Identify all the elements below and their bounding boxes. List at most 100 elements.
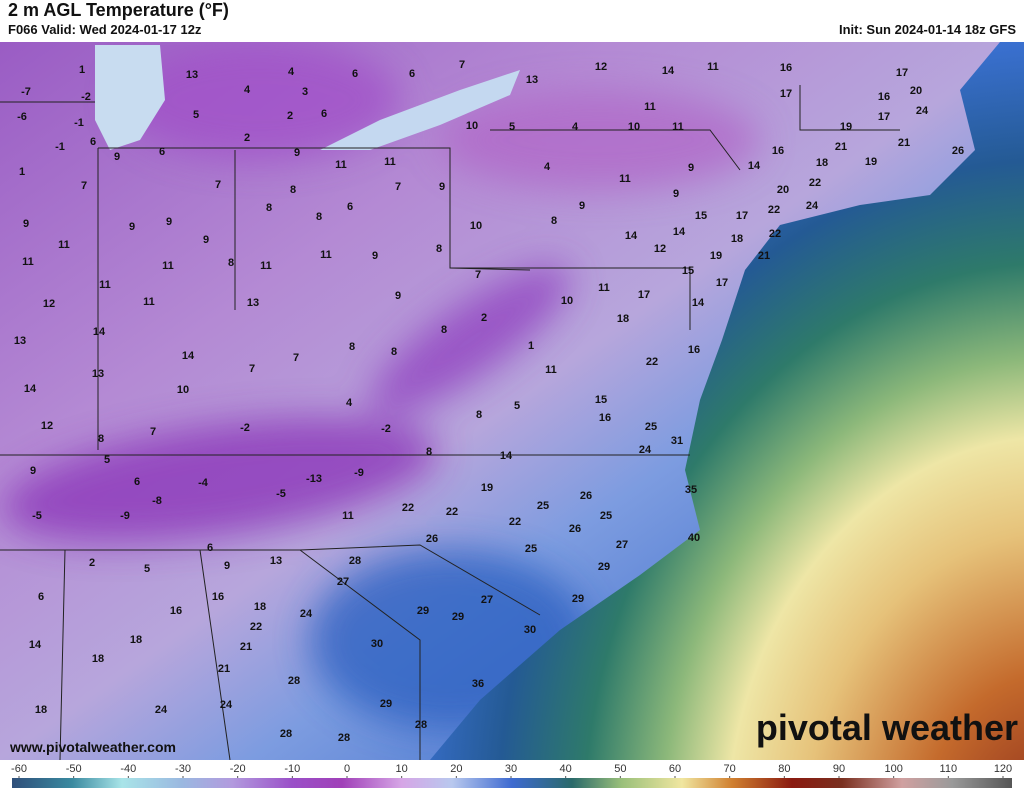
temperature-label: 29	[598, 561, 610, 573]
legend-tick-label: 40	[560, 763, 572, 775]
temperature-label: 24	[639, 444, 652, 456]
title: 2 m AGL Temperature (°F)	[8, 0, 229, 20]
temperature-label: 18	[92, 653, 104, 665]
temperature-label: 22	[768, 204, 780, 216]
temperature-label: 22	[402, 502, 414, 514]
legend-tick-label: 80	[778, 763, 790, 775]
temperature-label: 13	[270, 555, 282, 567]
temperature-label: 8	[476, 409, 482, 421]
temperature-label: 26	[569, 523, 581, 535]
temperature-label: -9	[120, 510, 130, 522]
temperature-label: 29	[380, 698, 392, 710]
temperature-label: 8	[436, 243, 442, 255]
temperature-label: 8	[349, 341, 355, 353]
temperature-label: 16	[688, 344, 700, 356]
temperature-label: 18	[816, 157, 828, 169]
temperature-label: -4	[198, 477, 209, 489]
temperature-label: -1	[74, 117, 84, 129]
temperature-label: 21	[240, 641, 252, 653]
temperature-label: 11	[58, 239, 70, 251]
temperature-label: 6	[159, 146, 165, 158]
temperature-label: 19	[865, 156, 877, 168]
temperature-label: 17	[736, 210, 748, 222]
colorbar	[12, 778, 1012, 788]
temperature-label: -2	[240, 422, 250, 434]
temperature-label: 6	[134, 476, 140, 488]
temperature-label: 1	[19, 166, 25, 178]
temperature-label: 36	[472, 678, 484, 690]
temperature-label: 5	[144, 563, 150, 575]
temperature-label: 30	[371, 638, 383, 650]
temperature-label: 17	[638, 289, 650, 301]
temperature-label: 9	[439, 181, 445, 193]
temperature-label: 28	[415, 719, 427, 731]
temperature-label: 13	[526, 74, 538, 86]
temperature-label: 14	[29, 639, 42, 651]
temperature-label: 2	[244, 132, 250, 144]
temperature-label: 11	[260, 260, 272, 272]
temperature-label: 28	[280, 728, 292, 740]
legend-tick-label: -40	[120, 763, 136, 775]
website: www.pivotalweather.com	[9, 739, 176, 755]
temperature-label: 11	[342, 510, 354, 522]
legend-tick-label: 30	[505, 763, 517, 775]
temperature-label: 9	[294, 147, 300, 159]
temperature-label: 6	[321, 108, 327, 120]
temperature-label: 11	[644, 101, 656, 113]
temperature-label: 16	[212, 591, 224, 603]
temperature-label: 11	[545, 364, 557, 376]
temperature-label: 6	[409, 68, 415, 80]
temperature-label: 24	[916, 105, 929, 117]
temperature-label: 17	[780, 88, 792, 100]
temperature-label: -5	[32, 510, 42, 522]
legend-tick-label: 20	[450, 763, 462, 775]
temperature-label: 6	[38, 591, 44, 603]
temperature-label: 7	[293, 352, 299, 364]
temperature-label: 17	[896, 67, 908, 79]
temperature-label: 20	[777, 184, 789, 196]
temperature-label: 9	[372, 250, 378, 262]
temperature-label: 24	[806, 200, 819, 212]
temperature-label: 14	[748, 160, 761, 172]
temperature-label: 27	[481, 594, 493, 606]
temperature-label: 8	[426, 446, 432, 458]
temperature-label: 9	[579, 200, 585, 212]
temperature-label: 8	[228, 257, 234, 269]
temperature-label: 2	[287, 110, 293, 122]
temperature-label: -8	[152, 495, 162, 507]
legend-tick-label: -50	[66, 763, 82, 775]
temperature-label: 5	[509, 121, 515, 133]
temperature-label: 11	[143, 296, 155, 308]
temperature-label: 4	[572, 121, 579, 133]
temperature-label: 9	[395, 290, 401, 302]
temperature-label: 24	[300, 608, 313, 620]
temperature-label: 9	[166, 216, 172, 228]
temperature-label: 8	[98, 433, 104, 445]
temperature-label: 9	[129, 221, 135, 233]
legend-tick-label: -20	[230, 763, 246, 775]
temperature-label: 5	[514, 400, 520, 412]
temperature-label: 30	[524, 624, 536, 636]
temperature-label: 12	[654, 243, 666, 255]
lake-michigan	[95, 45, 165, 150]
temperature-label: 11	[598, 282, 610, 294]
temperature-label: 25	[645, 421, 657, 433]
temperature-label: 11	[162, 260, 174, 272]
temperature-label: 25	[537, 500, 549, 512]
temperature-label: 6	[90, 136, 96, 148]
temperature-label: 8	[551, 215, 557, 227]
temperature-label: 15	[682, 265, 694, 277]
temperature-label: 12	[43, 298, 55, 310]
temperature-label: 12	[41, 420, 53, 432]
temperature-label: 14	[500, 450, 513, 462]
temperature-label: 8	[441, 324, 447, 336]
temperature-label: 7	[475, 269, 481, 281]
temperature-label: 21	[218, 663, 230, 675]
temperature-label: 13	[247, 297, 259, 309]
temperature-label: 17	[878, 111, 890, 123]
temperature-label: 7	[459, 59, 465, 71]
temperature-label: 22	[769, 228, 781, 240]
temperature-label: 11	[619, 173, 631, 185]
